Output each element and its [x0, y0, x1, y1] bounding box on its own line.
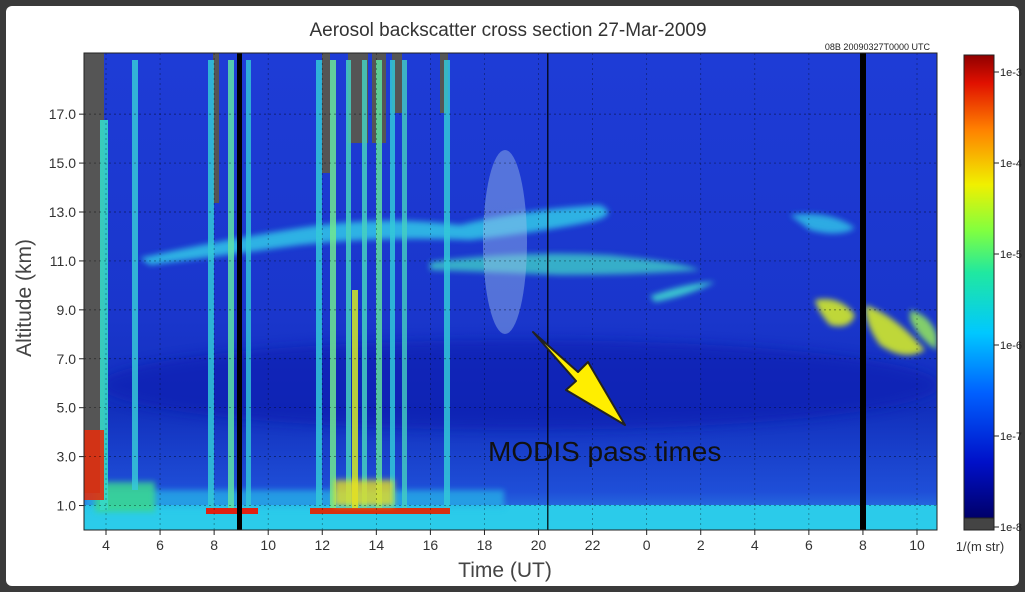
x-axis-label: Time (UT) [458, 559, 552, 582]
x-tick-label: 18 [477, 537, 493, 553]
cloud-column-8 [346, 60, 351, 510]
gap-2 [213, 53, 219, 203]
colorbar: 1e-3 1e-4 1e-5 1e-6 1e-7 1e-8 1/(m str) [956, 54, 1022, 554]
colorbar-tick-label: 1e-5 [1000, 249, 1022, 261]
annotation: MODIS pass times [488, 331, 721, 467]
y-tick-label: 17.0 [49, 106, 76, 122]
annotation-text: MODIS pass times [488, 436, 721, 467]
red-base-1 [84, 430, 104, 500]
backscatter-field [84, 53, 937, 530]
y-tick-label: 11.0 [50, 253, 76, 269]
yellow-base [334, 480, 394, 506]
x-tick-label: 4 [102, 537, 110, 553]
colorbar-missing [963, 517, 995, 531]
colorbar-tick-label: 1e-7 [1000, 431, 1022, 443]
x-tick-label: 8 [859, 537, 867, 553]
x-tick-label: 22 [585, 537, 601, 553]
cloud-column-13 [402, 60, 407, 510]
x-axis: 4 6 8 10 12 14 16 18 20 22 0 2 4 6 8 10 [102, 530, 925, 553]
cloud-column-6 [316, 60, 322, 510]
x-tick-label: 14 [369, 537, 385, 553]
colorbar-label: 1/(m str) [956, 539, 1004, 554]
y-axis-label: Altitude (km) [13, 239, 36, 357]
colorbar-scale [963, 54, 995, 519]
x-tick-label: 6 [156, 537, 164, 553]
x-tick-label: 10 [909, 537, 925, 553]
cirrus-layer-2 [430, 253, 700, 275]
gridlines [84, 53, 937, 530]
x-tick-label: 10 [260, 537, 276, 553]
y-tick-label: 15.0 [49, 155, 76, 171]
time-marker-2 [860, 53, 866, 530]
colorbar-tick-label: 1e-8 [1000, 522, 1022, 534]
plot-area [83, 52, 938, 531]
y-tick-label: 7.0 [57, 351, 77, 367]
y-tick-label: 1.0 [57, 498, 77, 514]
cirrus-layer-4 [790, 213, 855, 234]
boundary-layer-upper [84, 490, 504, 508]
time-marker-3 [547, 53, 549, 530]
time-marker-1 [237, 53, 242, 530]
cloud-column-5 [246, 60, 251, 510]
cirrus-layer-5 [815, 299, 855, 327]
colorbar-ticks: 1e-3 1e-4 1e-5 1e-6 1e-7 1e-8 [994, 67, 1022, 534]
chart-title: Aerosol backscatter cross section 27-Mar… [309, 20, 706, 41]
plot-border [83, 52, 938, 531]
dark-band [100, 340, 937, 430]
cloud-column-11 [376, 60, 382, 510]
cirrus-layer-6 [865, 305, 925, 355]
cloud-column-9 [352, 290, 358, 510]
cloud-column-7 [330, 60, 336, 510]
cirrus-layer-3 [650, 282, 715, 302]
red-base-3 [310, 508, 450, 514]
x-tick-label: 4 [751, 537, 759, 553]
x-tick-label: 0 [643, 537, 651, 553]
x-tick-label: 12 [314, 537, 330, 553]
chart-stamp: 08B 20090327T0000 UTC [825, 42, 931, 52]
colorbar-tick-label: 1e-4 [1000, 158, 1022, 170]
y-tick-label: 5.0 [57, 400, 77, 416]
red-base-2 [206, 508, 258, 514]
cirrus-layer-1 [140, 205, 608, 265]
modis-pass-ellipse [483, 150, 527, 334]
x-tick-label: 2 [697, 537, 705, 553]
x-tick-label: 6 [805, 537, 813, 553]
y-axis: 1.0 3.0 5.0 7.0 9.0 11.0 13.0 15.0 17.0 [49, 106, 84, 514]
colorbar-tick-label: 1e-6 [1000, 340, 1022, 352]
cloud-column-2 [132, 60, 138, 490]
cloud-column-3 [208, 60, 214, 510]
cloud-column-4 [228, 60, 234, 510]
x-tick-label: 20 [531, 537, 547, 553]
y-tick-label: 9.0 [57, 302, 77, 318]
colorbar-tick-label: 1e-3 [1000, 67, 1022, 79]
y-tick-label: 3.0 [57, 449, 77, 465]
cloud-column-14 [444, 60, 450, 510]
gap-3 [322, 53, 330, 173]
x-tick-label: 16 [423, 537, 439, 553]
y-tick-label: 13.0 [49, 204, 76, 220]
annotation-arrow [532, 331, 626, 426]
gap-6 [392, 53, 402, 113]
x-tick-label: 8 [210, 537, 218, 553]
cloud-column-10 [362, 60, 367, 510]
cirrus-layer-7 [910, 310, 937, 350]
cloud-column-1 [100, 120, 108, 510]
cloud-column-12 [390, 60, 395, 510]
